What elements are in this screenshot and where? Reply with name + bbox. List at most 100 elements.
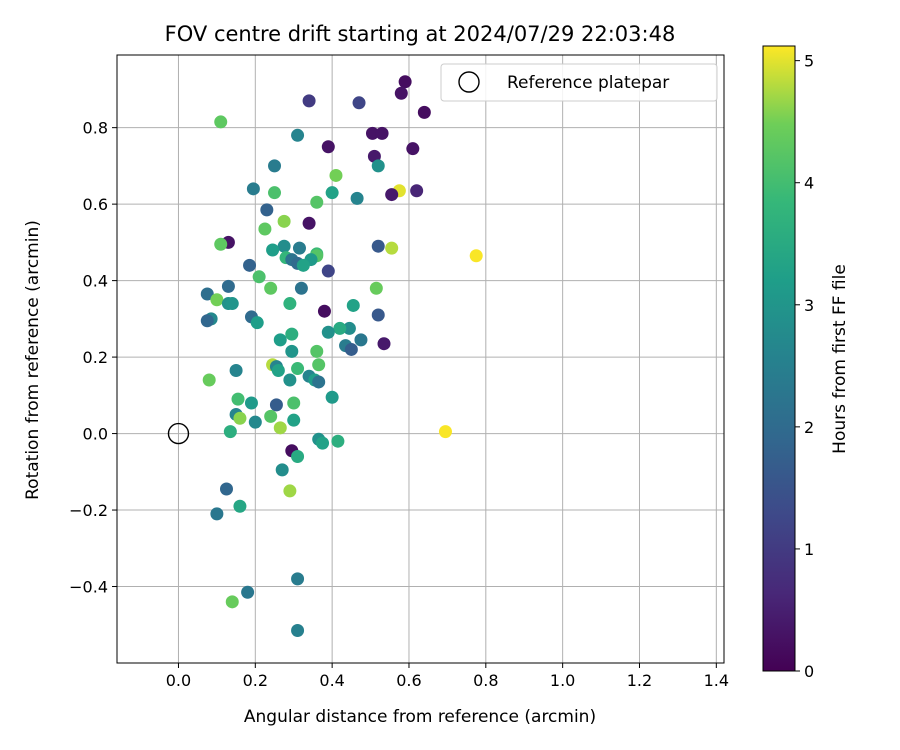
data-point <box>371 159 385 173</box>
data-point <box>377 337 391 351</box>
data-point <box>352 96 366 110</box>
data-point <box>269 398 283 412</box>
data-point <box>398 75 412 89</box>
data-point <box>285 327 299 341</box>
y-axis-label: Rotation from reference (arcmin) <box>23 220 43 500</box>
x-tick-label: 1.0 <box>550 671 575 690</box>
data-point <box>333 321 347 335</box>
data-point <box>283 484 297 498</box>
data-point <box>385 241 399 255</box>
data-point <box>371 308 385 322</box>
colorbar-tick-label: 3 <box>804 296 814 315</box>
colorbar-tick-label: 2 <box>804 418 814 437</box>
x-tick-label: 0.2 <box>243 671 268 690</box>
data-point <box>321 140 335 154</box>
data-point <box>277 239 291 253</box>
data-point <box>221 279 235 293</box>
y-tick-label: 0.2 <box>83 348 108 367</box>
data-point <box>406 142 420 156</box>
data-point <box>410 184 424 198</box>
chart-title: FOV centre drift starting at 2024/07/29 … <box>165 22 676 46</box>
data-point <box>223 425 237 439</box>
colorbar-ticks: 0 1 2 3 4 5 <box>795 52 814 681</box>
y-tick-label: 0.6 <box>83 195 108 214</box>
colorbar-tick-label: 1 <box>804 540 814 559</box>
data-point <box>417 105 431 119</box>
x-tick-label: 0.0 <box>166 671 191 690</box>
data-point <box>231 392 245 406</box>
y-tick-label: 0.8 <box>83 119 108 138</box>
data-point <box>310 195 324 209</box>
data-point <box>375 126 389 140</box>
data-point <box>344 342 358 356</box>
data-point <box>210 507 224 521</box>
data-point <box>291 450 305 464</box>
data-point <box>250 316 264 330</box>
data-point <box>310 344 324 358</box>
y-axis-ticks: −0.4 −0.2 0.0 0.2 0.4 0.6 0.8 <box>69 119 117 597</box>
y-tick-label: −0.2 <box>69 501 108 520</box>
colorbar-tick-label: 4 <box>804 174 814 193</box>
x-axis-label: Angular distance from reference (arcmin) <box>244 707 596 727</box>
data-point <box>312 375 326 389</box>
data-point <box>225 297 239 311</box>
data-point <box>312 358 326 372</box>
data-point <box>252 270 266 284</box>
colorbar-label: Hours from first FF file <box>830 264 850 454</box>
data-point <box>350 191 364 205</box>
data-point <box>342 321 356 335</box>
data-point <box>225 595 239 609</box>
data-point <box>214 237 228 251</box>
x-tick-label: 1.4 <box>704 671 729 690</box>
data-point <box>264 281 278 295</box>
legend: Reference platepar <box>440 63 718 102</box>
y-tick-label: −0.4 <box>69 578 108 597</box>
data-point <box>325 390 339 404</box>
data-point <box>273 421 287 435</box>
data-point <box>277 214 291 228</box>
data-point <box>291 362 305 376</box>
data-point <box>202 373 216 387</box>
x-tick-label: 0.4 <box>319 671 344 690</box>
data-point <box>469 249 483 263</box>
data-point <box>241 585 255 599</box>
data-point <box>229 363 243 377</box>
data-point <box>365 126 379 140</box>
data-point <box>371 239 385 253</box>
data-point <box>264 409 278 423</box>
data-point <box>271 363 285 377</box>
plot-frame <box>116 54 725 664</box>
x-tick-label: 1.2 <box>627 671 652 690</box>
data-point <box>233 411 247 425</box>
data-point <box>214 115 228 129</box>
x-tick-label: 0.6 <box>396 671 421 690</box>
y-tick-label: 0.0 <box>83 425 108 444</box>
data-point <box>302 216 316 230</box>
grid <box>117 55 724 663</box>
data-point <box>291 572 305 586</box>
data-point <box>346 298 360 312</box>
x-tick-label: 0.8 <box>473 671 498 690</box>
legend-label: Reference platepar <box>507 73 669 93</box>
data-point <box>321 325 335 339</box>
data-point <box>260 203 274 217</box>
legend-marker-icon <box>458 71 480 93</box>
data-point <box>200 314 214 328</box>
data-point <box>210 293 224 307</box>
data-point <box>287 396 301 410</box>
data-point <box>296 258 310 272</box>
reference-marker-group <box>167 422 190 445</box>
data-point <box>268 186 282 200</box>
x-axis-ticks: 0.0 0.2 0.4 0.6 0.8 1.0 1.2 1.4 <box>166 663 729 690</box>
colorbar: 0 1 2 3 4 5 Hours from first FF file <box>762 45 850 681</box>
data-point <box>302 94 316 108</box>
data-point <box>248 415 262 429</box>
data-point <box>243 258 257 272</box>
colorbar-tick-label: 0 <box>804 662 814 681</box>
data-point <box>325 186 339 200</box>
data-point <box>292 241 306 255</box>
data-point <box>321 264 335 278</box>
data-point <box>294 281 308 295</box>
data-point <box>291 128 305 142</box>
